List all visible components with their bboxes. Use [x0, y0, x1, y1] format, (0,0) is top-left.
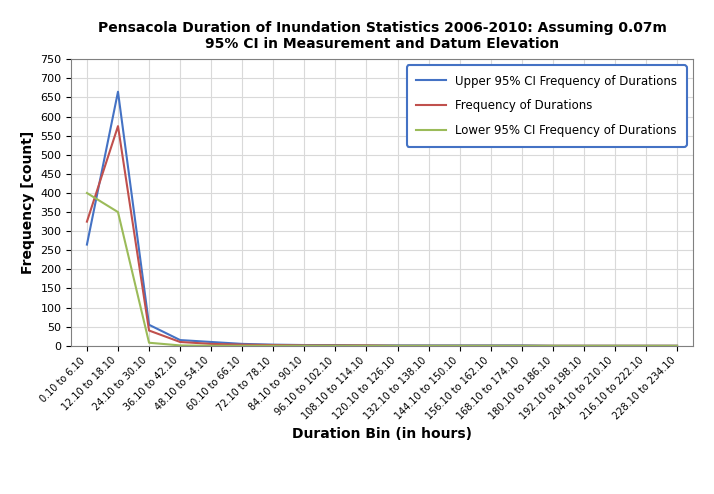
- Lower 95% CI Frequency of Durations: [362, 343, 371, 349]
- Upper 95% CI Frequency of Durations: [331, 342, 340, 348]
- Upper 95% CI Frequency of Durations: [642, 343, 650, 349]
- Line: Frequency of Durations: Frequency of Durations: [87, 126, 677, 346]
- Lower 95% CI Frequency of Durations: [269, 343, 278, 349]
- Lower 95% CI Frequency of Durations: [331, 343, 340, 349]
- Legend: Upper 95% CI Frequency of Durations, Frequency of Durations, Lower 95% CI Freque: Upper 95% CI Frequency of Durations, Fre…: [407, 65, 687, 147]
- Y-axis label: Frequency [count]: Frequency [count]: [21, 131, 35, 274]
- Frequency of Durations: [176, 339, 184, 345]
- Frequency of Durations: [642, 343, 650, 349]
- Upper 95% CI Frequency of Durations: [207, 339, 216, 345]
- Frequency of Durations: [114, 123, 122, 129]
- Upper 95% CI Frequency of Durations: [176, 337, 184, 343]
- Line: Lower 95% CI Frequency of Durations: Lower 95% CI Frequency of Durations: [87, 193, 677, 346]
- Upper 95% CI Frequency of Durations: [300, 342, 308, 348]
- Frequency of Durations: [145, 328, 154, 333]
- Upper 95% CI Frequency of Durations: [145, 322, 154, 328]
- Upper 95% CI Frequency of Durations: [673, 343, 681, 349]
- X-axis label: Duration Bin (in hours): Duration Bin (in hours): [292, 427, 472, 441]
- Frequency of Durations: [548, 343, 557, 349]
- Upper 95% CI Frequency of Durations: [269, 342, 278, 348]
- Lower 95% CI Frequency of Durations: [145, 340, 154, 346]
- Frequency of Durations: [331, 342, 340, 348]
- Lower 95% CI Frequency of Durations: [518, 343, 526, 349]
- Frequency of Durations: [456, 343, 464, 349]
- Lower 95% CI Frequency of Durations: [642, 343, 650, 349]
- Frequency of Durations: [362, 342, 371, 348]
- Lower 95% CI Frequency of Durations: [114, 209, 122, 215]
- Frequency of Durations: [393, 343, 402, 349]
- Lower 95% CI Frequency of Durations: [300, 343, 308, 349]
- Frequency of Durations: [424, 343, 433, 349]
- Line: Upper 95% CI Frequency of Durations: Upper 95% CI Frequency of Durations: [87, 92, 677, 346]
- Lower 95% CI Frequency of Durations: [424, 343, 433, 349]
- Lower 95% CI Frequency of Durations: [580, 343, 588, 349]
- Lower 95% CI Frequency of Durations: [673, 343, 681, 349]
- Frequency of Durations: [269, 342, 278, 348]
- Frequency of Durations: [300, 342, 308, 348]
- Upper 95% CI Frequency of Durations: [114, 89, 122, 95]
- Frequency of Durations: [610, 343, 619, 349]
- Lower 95% CI Frequency of Durations: [486, 343, 495, 349]
- Frequency of Durations: [518, 343, 526, 349]
- Upper 95% CI Frequency of Durations: [456, 342, 464, 348]
- Frequency of Durations: [580, 343, 588, 349]
- Lower 95% CI Frequency of Durations: [83, 190, 91, 196]
- Upper 95% CI Frequency of Durations: [362, 342, 371, 348]
- Upper 95% CI Frequency of Durations: [83, 242, 91, 247]
- Upper 95% CI Frequency of Durations: [238, 341, 246, 347]
- Upper 95% CI Frequency of Durations: [393, 342, 402, 348]
- Frequency of Durations: [673, 343, 681, 349]
- Upper 95% CI Frequency of Durations: [580, 343, 588, 349]
- Lower 95% CI Frequency of Durations: [548, 343, 557, 349]
- Frequency of Durations: [238, 342, 246, 348]
- Lower 95% CI Frequency of Durations: [393, 343, 402, 349]
- Upper 95% CI Frequency of Durations: [610, 343, 619, 349]
- Upper 95% CI Frequency of Durations: [518, 342, 526, 348]
- Upper 95% CI Frequency of Durations: [548, 343, 557, 349]
- Upper 95% CI Frequency of Durations: [486, 342, 495, 348]
- Lower 95% CI Frequency of Durations: [207, 343, 216, 349]
- Upper 95% CI Frequency of Durations: [424, 342, 433, 348]
- Frequency of Durations: [486, 343, 495, 349]
- Lower 95% CI Frequency of Durations: [238, 343, 246, 349]
- Frequency of Durations: [207, 341, 216, 347]
- Lower 95% CI Frequency of Durations: [456, 343, 464, 349]
- Frequency of Durations: [83, 219, 91, 225]
- Lower 95% CI Frequency of Durations: [176, 342, 184, 348]
- Title: Pensacola Duration of Inundation Statistics 2006-2010: Assuming 0.07m
95% CI in : Pensacola Duration of Inundation Statist…: [98, 21, 666, 51]
- Lower 95% CI Frequency of Durations: [610, 343, 619, 349]
